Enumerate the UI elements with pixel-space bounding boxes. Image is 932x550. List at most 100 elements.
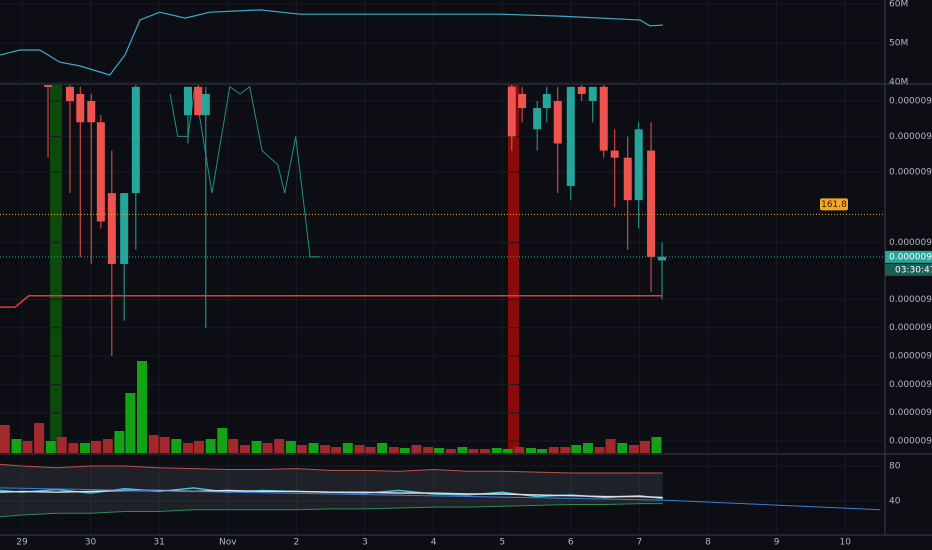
volume-bar <box>651 437 662 453</box>
volume-bar <box>526 448 536 453</box>
volume-bar <box>125 393 136 453</box>
y-tick-label: 0.00000910 <box>889 380 932 390</box>
y-tick-label: 0.00000906 <box>889 408 932 418</box>
candle-body <box>183 86 192 116</box>
candle-body <box>553 101 562 144</box>
highlight-band <box>508 85 519 453</box>
volume-bar <box>274 439 285 453</box>
volume-bar <box>445 449 456 453</box>
volume-bar <box>605 439 616 453</box>
volume-bar <box>457 447 468 453</box>
candle-body <box>44 85 53 87</box>
candle-body <box>107 193 116 264</box>
volume-bar <box>342 443 353 453</box>
candle-body <box>507 86 516 137</box>
candle-body <box>577 86 586 94</box>
volume-bar <box>228 439 239 453</box>
candle-body <box>96 122 105 222</box>
volume-bar <box>296 445 307 453</box>
volume-bar <box>582 443 593 453</box>
volume-bar <box>171 439 182 453</box>
series-line <box>0 463 663 474</box>
volume-bar <box>285 441 296 453</box>
volume-bar <box>411 445 422 453</box>
x-tick-label: 8 <box>705 538 711 548</box>
x-tick-label: Nov <box>219 538 237 548</box>
support-line <box>0 295 663 308</box>
y-tick-label: 0.00000945 <box>889 132 932 142</box>
volume-bar <box>502 449 513 453</box>
y-tick-label: 0.00000918 <box>889 323 932 333</box>
fib-label: 161.8 <box>821 200 847 210</box>
volume-bar <box>639 441 650 453</box>
volume-bar <box>205 439 216 453</box>
volume-bar <box>491 448 502 453</box>
volume-bar <box>388 447 399 453</box>
candle-body <box>518 93 527 109</box>
volume-bar <box>34 423 45 453</box>
y-tick-label: 50M <box>889 39 908 49</box>
volume-bar <box>239 445 250 453</box>
indicator-line <box>169 85 320 258</box>
volume-bar <box>628 445 639 453</box>
volume-bar <box>159 437 170 453</box>
volume-bar <box>148 435 159 453</box>
candle-body <box>588 86 597 102</box>
volume-bar <box>617 443 628 453</box>
y-tick-label: 80 <box>889 462 901 472</box>
volume-bar <box>365 447 376 453</box>
candle-body <box>533 108 542 130</box>
candle-body <box>194 86 203 116</box>
x-tick-label: 31 <box>153 538 164 548</box>
volume-bar <box>11 439 22 453</box>
candle-body <box>87 101 96 123</box>
x-tick-label: 10 <box>839 538 851 548</box>
x-tick-label: 3 <box>362 538 368 548</box>
volume-bar <box>262 443 273 453</box>
y-tick-label: 0.00000950 <box>889 97 932 107</box>
x-tick-label: 6 <box>568 538 574 548</box>
pane <box>0 463 885 518</box>
volume-bar <box>137 361 148 453</box>
x-tick-label: 9 <box>774 538 780 548</box>
candle-body <box>131 86 140 194</box>
candle-body <box>647 150 656 257</box>
volume-bar <box>354 445 365 453</box>
volume-bar <box>377 443 388 453</box>
volume-bar <box>308 443 319 453</box>
price-label: 0.00000928 <box>889 252 932 262</box>
y-tick-label: 40M <box>889 77 908 87</box>
volume-bar <box>114 431 125 453</box>
price-label-box <box>885 250 932 263</box>
x-tick-label: 4 <box>431 538 437 548</box>
candle-body <box>201 93 210 116</box>
volume-bar <box>468 449 479 453</box>
series-line <box>0 489 663 499</box>
band-fill <box>0 464 663 517</box>
volume-bar <box>560 447 571 453</box>
highlight-band <box>50 85 62 453</box>
series-line <box>0 503 663 518</box>
x-tick-label: 2 <box>294 538 300 548</box>
pane <box>0 85 885 453</box>
volume-bar <box>217 428 228 453</box>
countdown-box <box>885 263 932 276</box>
pane <box>0 3 885 83</box>
candle-body <box>542 93 551 109</box>
volume-bar <box>102 439 113 453</box>
volume-bar <box>45 441 56 453</box>
volume-bar <box>91 441 102 453</box>
volume-bar <box>514 447 525 453</box>
volume-bar <box>423 447 434 453</box>
y-tick-label: 0.00000930 <box>889 238 932 248</box>
candle-body <box>120 193 129 264</box>
volume-bar <box>548 447 559 453</box>
y-tick-label: 0.00000914 <box>889 352 932 362</box>
volume-bar <box>22 441 33 453</box>
y-tick-label: 0.00000922 <box>889 295 932 305</box>
volume-bar <box>68 443 79 453</box>
volume-bar <box>399 448 410 453</box>
volume-bar <box>251 441 262 453</box>
volume-bar <box>331 447 342 453</box>
